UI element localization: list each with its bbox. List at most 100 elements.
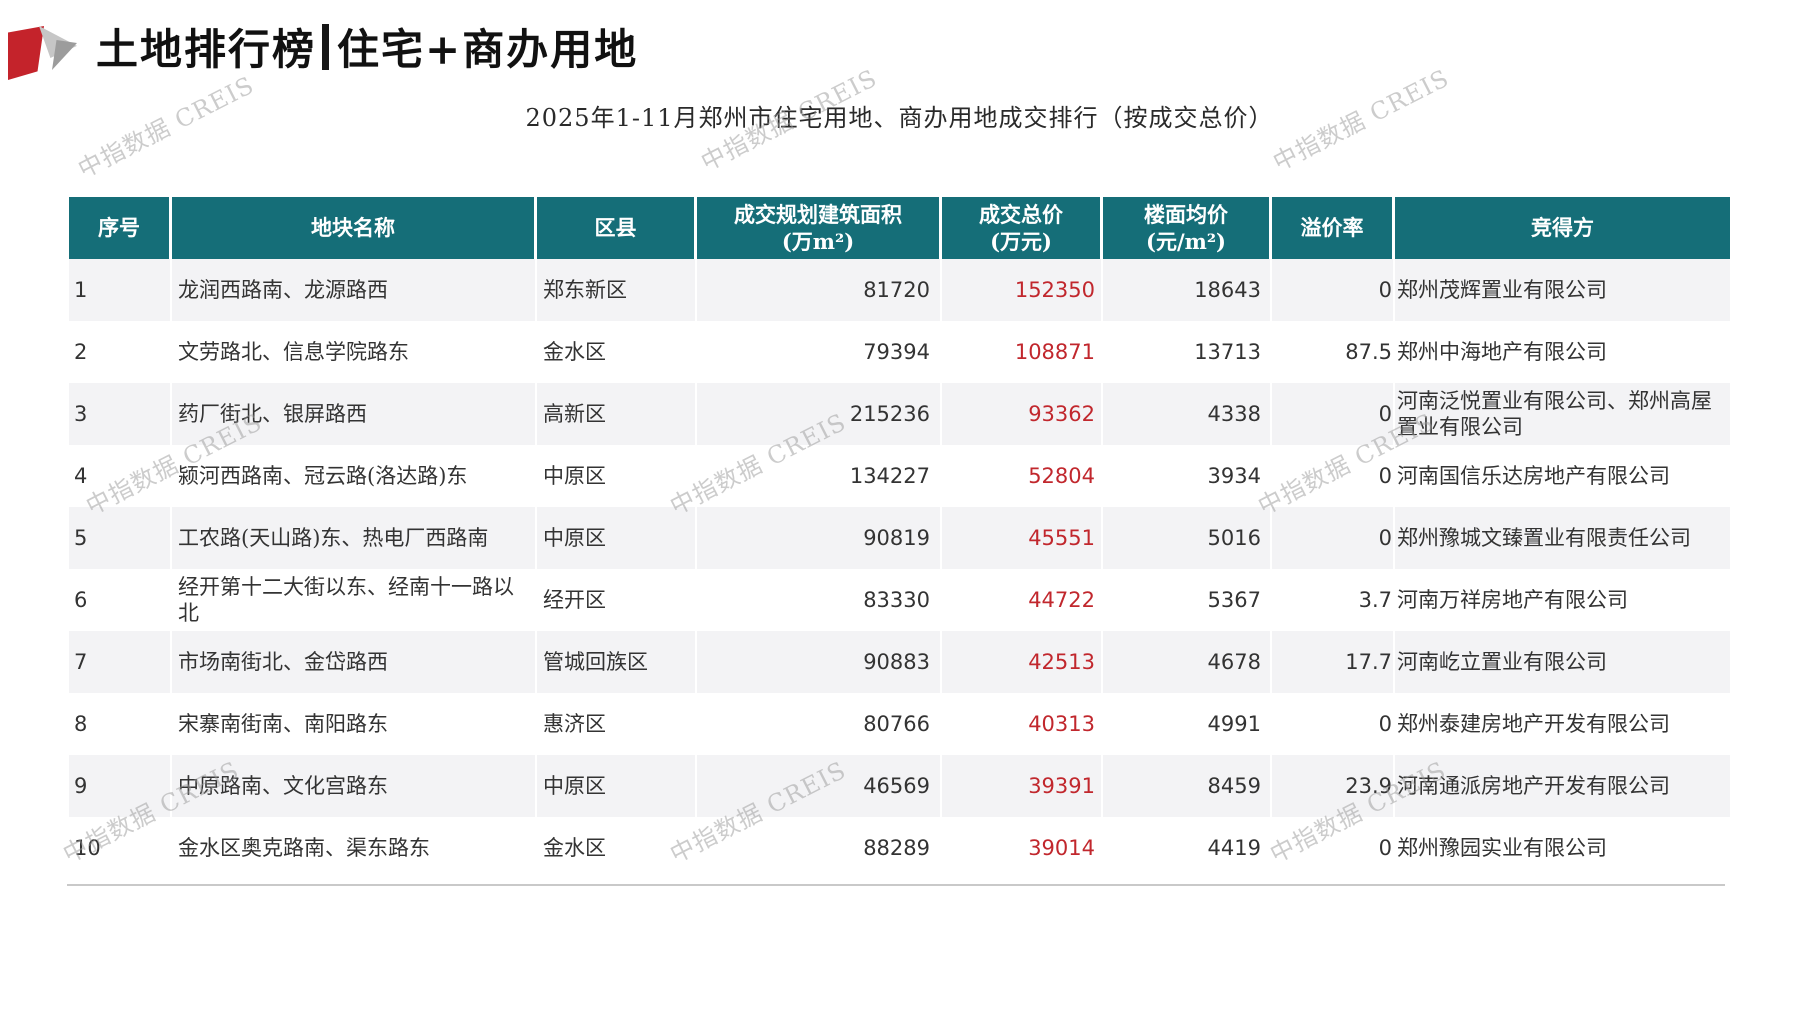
cell-district: 经开区 [537, 569, 697, 631]
cell-premium-rate: 0 [1272, 259, 1395, 321]
cell-premium-rate: 0 [1272, 693, 1395, 755]
cell-floor-price: 5016 [1103, 507, 1272, 569]
cell-winner: 郑州豫城文臻置业有限责任公司 [1397, 525, 1691, 550]
cell-rank: 3 [69, 383, 172, 445]
cell-total-price: 93362 [942, 383, 1103, 445]
land-ranking-table: 序号 地块名称 区县 成交规划建筑面积 (万m²) 成交总价 (万元) 楼面均价 (元… [69, 197, 1730, 879]
title-part2: 住宅+商办用地 [337, 25, 639, 74]
header-cell-total-price: 成交总价 (万元) [942, 197, 1103, 259]
cell-plot-name: 市场南街北、金岱路西 [172, 631, 537, 693]
cell-area: 90883 [697, 631, 942, 693]
header-cell-district: 区县 [537, 197, 697, 259]
cell-floor-price: 18643 [1103, 259, 1272, 321]
cell-district: 管城回族区 [537, 631, 697, 693]
creis-logo [8, 22, 77, 80]
table-header-row: 序号 地块名称 区县 成交规划建筑面积 (万m²) 成交总价 (万元) 楼面均价 (元… [69, 197, 1730, 259]
table-row: 10 金水区奥克路南、渠东路东 金水区 88289 39014 4419 0 郑… [69, 817, 1730, 879]
cell-winner: 郑州茂辉置业有限公司 [1397, 277, 1607, 302]
cell-plot-name: 颍河西路南、冠云路(洛达路)东 [172, 445, 537, 507]
table-row: 6 经开第十二大街以东、经南十一路以北 经开区 83330 44722 5367… [69, 569, 1730, 631]
cell-total-price: 40313 [942, 693, 1103, 755]
cell-area: 81720 [697, 259, 942, 321]
cell-area: 83330 [697, 569, 942, 631]
table-row: 2 文劳路北、信息学院路东 金水区 79394 108871 13713 87.… [69, 321, 1730, 383]
cell-total-price: 39391 [942, 755, 1103, 817]
cell-winner: 河南屹立置业有限公司 [1397, 649, 1607, 674]
table-row: 4 颍河西路南、冠云路(洛达路)东 中原区 134227 52804 3934 … [69, 445, 1730, 507]
table-row: 9 中原路南、文化宫路东 中原区 46569 39391 8459 23.9 河… [69, 755, 1730, 817]
cell-plot-name: 宋寨南街南、南阳路东 [172, 693, 537, 755]
table-row: 1 龙润西路南、龙源路西 郑东新区 81720 152350 18643 0 郑… [69, 259, 1730, 321]
cell-district: 中原区 [537, 445, 697, 507]
cell-area: 88289 [697, 817, 942, 879]
cell-winner: 河南国信乐达房地产有限公司 [1397, 463, 1670, 488]
cell-rank: 6 [69, 569, 172, 631]
cell-floor-price: 4338 [1103, 383, 1272, 445]
cell-area: 80766 [697, 693, 942, 755]
header-cell-premium-rate: 溢价率 [1272, 197, 1395, 259]
cell-winner: 河南泛悦置业有限公司、郑州高屋置业有限公司 [1397, 388, 1712, 439]
cell-district: 中原区 [537, 507, 697, 569]
page-title: 土地排行榜 住宅+商办用地 [96, 16, 638, 77]
cell-area: 90819 [697, 507, 942, 569]
cell-premium-rate: 0 [1272, 383, 1395, 445]
cell-rank: 4 [69, 445, 172, 507]
cell-floor-price: 4991 [1103, 693, 1272, 755]
cell-rank: 8 [69, 693, 172, 755]
cell-rank: 10 [69, 817, 172, 879]
cell-area: 134227 [697, 445, 942, 507]
cell-rank: 7 [69, 631, 172, 693]
cell-total-price: 45551 [942, 507, 1103, 569]
cell-floor-price: 4678 [1103, 631, 1272, 693]
cell-total-price: 44722 [942, 569, 1103, 631]
cell-total-price: 39014 [942, 817, 1103, 879]
cell-area: 46569 [697, 755, 942, 817]
report-subtitle: 2025年1-11月郑州市住宅用地、商办用地成交排行（按成交总价） [525, 104, 1274, 132]
cell-rank: 9 [69, 755, 172, 817]
cell-floor-price: 4419 [1103, 817, 1272, 879]
table-row: 5 工农路(天山路)东、热电厂西路南 中原区 90819 45551 5016 … [69, 507, 1730, 569]
bottom-divider [67, 884, 1725, 886]
cell-district: 郑东新区 [537, 259, 697, 321]
cell-area: 79394 [697, 321, 942, 383]
cell-winner: 郑州泰建房地产开发有限公司 [1397, 711, 1670, 736]
cell-district: 高新区 [537, 383, 697, 445]
cell-premium-rate: 3.7 [1272, 569, 1395, 631]
cell-winner: 河南通派房地产开发有限公司 [1397, 773, 1670, 798]
cell-total-price: 42513 [942, 631, 1103, 693]
cell-premium-rate: 0 [1272, 507, 1395, 569]
logo-red-shape [8, 26, 44, 80]
cell-district: 金水区 [537, 321, 697, 383]
table-row: 3 药厂街北、银屏路西 高新区 215236 93362 4338 0 河南泛悦… [69, 383, 1730, 445]
cell-floor-price: 8459 [1103, 755, 1272, 817]
header-cell-plot-name: 地块名称 [172, 197, 537, 259]
cell-total-price: 152350 [942, 259, 1103, 321]
header-cell-area: 成交规划建筑面积 (万m²) [697, 197, 942, 259]
cell-plot-name: 经开第十二大街以东、经南十一路以北 [172, 569, 537, 631]
table-row: 7 市场南街北、金岱路西 管城回族区 90883 42513 4678 17.7… [69, 631, 1730, 693]
cell-winner: 郑州中海地产有限公司 [1397, 339, 1607, 364]
cell-floor-price: 5367 [1103, 569, 1272, 631]
cell-floor-price: 3934 [1103, 445, 1272, 507]
header-cell-rank: 序号 [69, 197, 172, 259]
cell-area: 215236 [697, 383, 942, 445]
cell-premium-rate: 0 [1272, 817, 1395, 879]
cell-plot-name: 工农路(天山路)东、热电厂西路南 [172, 507, 537, 569]
title-divider [322, 23, 330, 70]
cell-plot-name: 药厂街北、银屏路西 [172, 383, 537, 445]
cell-premium-rate: 0 [1272, 445, 1395, 507]
cell-plot-name: 金水区奥克路南、渠东路东 [172, 817, 537, 879]
cell-winner: 郑州豫园实业有限公司 [1397, 835, 1607, 860]
cell-floor-price: 13713 [1103, 321, 1272, 383]
cell-total-price: 52804 [942, 445, 1103, 507]
cell-premium-rate: 23.9 [1272, 755, 1395, 817]
cell-rank: 1 [69, 259, 172, 321]
cell-rank: 5 [69, 507, 172, 569]
cell-district: 中原区 [537, 755, 697, 817]
cell-premium-rate: 87.5 [1272, 321, 1395, 383]
cell-winner: 河南万祥房地产有限公司 [1397, 587, 1628, 612]
cell-plot-name: 龙润西路南、龙源路西 [172, 259, 537, 321]
cell-total-price: 108871 [942, 321, 1103, 383]
cell-plot-name: 中原路南、文化宫路东 [172, 755, 537, 817]
